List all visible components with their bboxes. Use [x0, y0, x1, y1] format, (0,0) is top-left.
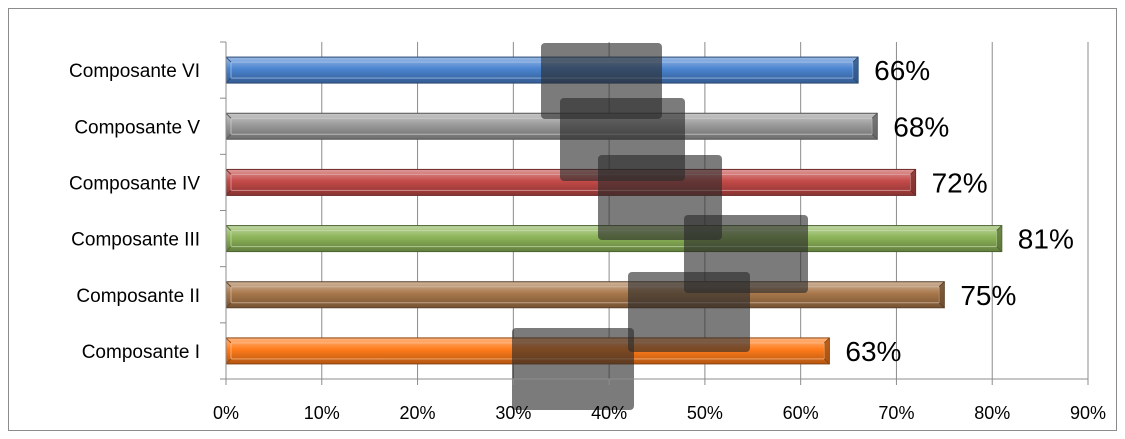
data-label: 75%	[960, 280, 1016, 311]
x-tick-label: 20%	[400, 403, 436, 423]
x-tick-label: 60%	[783, 403, 819, 423]
data-label: 68%	[893, 111, 949, 142]
x-tick-label: 50%	[687, 403, 723, 423]
category-label: Composante V	[74, 117, 200, 138]
data-label: 81%	[1018, 224, 1074, 255]
x-tick-label: 40%	[591, 403, 627, 423]
x-tick-label: 80%	[974, 403, 1010, 423]
category-label: Composante IV	[69, 173, 200, 194]
x-tick-label: 30%	[495, 403, 531, 423]
redaction-overlay	[512, 43, 808, 410]
axes	[220, 41, 1089, 385]
category-label: Composante VI	[69, 61, 200, 82]
x-tick-label: 0%	[213, 403, 239, 423]
category-label: Composante III	[71, 230, 200, 251]
x-tick-label: 70%	[878, 403, 914, 423]
labels: 0% 10% 20% 30% 40% 50% 60% 70% 80% 90% 63% Composan…	[69, 55, 1106, 423]
category-label: Composante I	[82, 342, 200, 363]
overlay-block	[512, 328, 634, 410]
data-label: 66%	[874, 55, 930, 86]
overlay-block	[628, 272, 750, 352]
x-tick-label: 90%	[1070, 403, 1106, 423]
data-label: 63%	[845, 336, 901, 367]
x-tick-label: 10%	[304, 403, 340, 423]
data-label: 72%	[932, 167, 988, 198]
category-label: Composante II	[76, 286, 200, 307]
bar	[225, 281, 945, 309]
